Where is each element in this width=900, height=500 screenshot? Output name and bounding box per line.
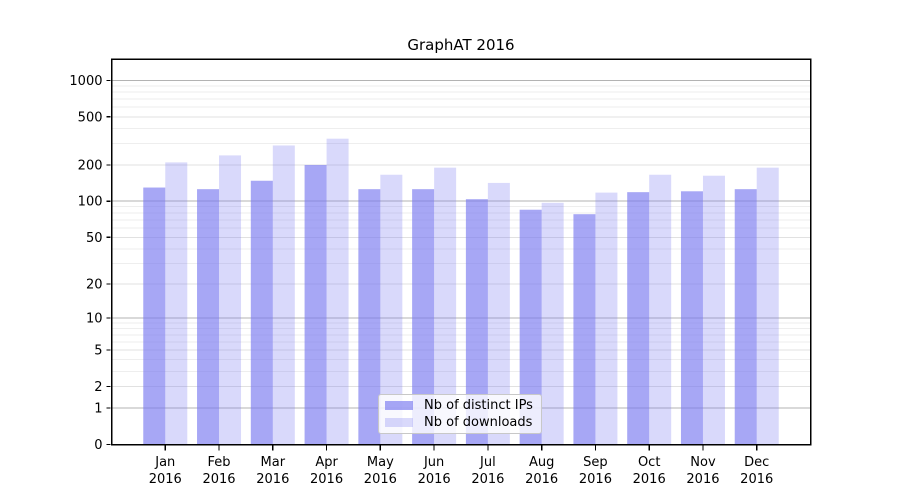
x-tick-label-year: 2016	[471, 472, 504, 487]
bar-downloads-jan	[165, 162, 188, 445]
legend-swatch-distinct-ips	[385, 401, 413, 410]
legend-label-distinct-ips: Nb of distinct IPs	[424, 398, 533, 413]
bar-downloads-mar	[272, 145, 295, 445]
y-tick-label: 2	[94, 380, 102, 395]
bar-distinct-ips-feb	[197, 189, 220, 445]
y-tick-label: 1	[94, 401, 102, 416]
y-tick-label: 0	[94, 438, 102, 453]
bar-downloads-jul	[487, 182, 510, 445]
legend-item-distinct-ips: Nb of distinct IPs	[385, 397, 541, 414]
bar-distinct-ips-apr	[304, 164, 327, 445]
x-tick-label-year: 2016	[525, 472, 558, 487]
x-tick-label-year: 2016	[579, 472, 612, 487]
plot-border	[110, 58, 812, 446]
bar-distinct-ips-jan	[143, 187, 166, 445]
y-tick-label: 200	[78, 158, 103, 173]
x-tick-label-month: Jan	[154, 455, 175, 470]
x-tick-label-year: 2016	[256, 472, 289, 487]
bar-distinct-ips-jun	[412, 189, 435, 445]
bar-distinct-ips-nov	[680, 191, 703, 445]
x-tick-label-month: Apr	[315, 455, 338, 470]
bar-downloads-apr	[326, 138, 349, 445]
x-tick-label-month: Jun	[423, 455, 444, 470]
legend-swatch-downloads	[385, 418, 413, 427]
bar-downloads-oct	[649, 174, 672, 445]
x-tick-label-year: 2016	[149, 472, 182, 487]
bar-distinct-ips-may	[358, 189, 381, 445]
y-tick-label: 10	[86, 312, 103, 327]
bar-downloads-sep	[595, 192, 618, 445]
legend-label-downloads: Nb of downloads	[424, 415, 533, 430]
bar-distinct-ips-sep	[573, 214, 596, 445]
x-tick-label-year: 2016	[740, 472, 773, 487]
y-tick-label: 20	[86, 278, 103, 293]
x-tick-label-month: Jul	[479, 455, 496, 470]
chart-title: GraphAT 2016	[407, 36, 515, 54]
bar-distinct-ips-aug	[519, 209, 542, 445]
x-tick-label-month: Nov	[690, 455, 716, 470]
x-tick-label-year: 2016	[202, 472, 235, 487]
x-tick-label-month: Feb	[208, 455, 231, 470]
bar-downloads-feb	[219, 155, 242, 445]
bar-distinct-ips-jul	[465, 199, 488, 445]
bar-distinct-ips-dec	[734, 189, 757, 445]
x-tick-label-month: Aug	[529, 455, 554, 470]
x-tick-label-year: 2016	[364, 472, 397, 487]
bar-downloads-aug	[541, 202, 564, 445]
legend: Nb of distinct IPs Nb of downloads	[378, 394, 542, 434]
y-tick-label: 1000	[69, 74, 102, 89]
bar-distinct-ips-mar	[250, 180, 273, 445]
bar-distinct-ips-oct	[627, 192, 650, 445]
y-tick-label: 100	[78, 195, 103, 210]
y-tick-label: 500	[78, 110, 103, 125]
x-tick-label-year: 2016	[686, 472, 719, 487]
x-tick-label-month: Oct	[638, 455, 660, 470]
bar-downloads-may	[380, 174, 403, 445]
bar-downloads-jun	[434, 167, 457, 445]
legend-item-downloads: Nb of downloads	[385, 414, 541, 431]
bar-downloads-nov	[702, 175, 725, 445]
x-tick-label-month: Mar	[261, 455, 286, 470]
x-tick-label-year: 2016	[310, 472, 343, 487]
x-tick-label-month: Dec	[744, 455, 769, 470]
x-tick-label-month: May	[367, 455, 394, 470]
bar-downloads-dec	[756, 167, 779, 445]
x-tick-label-month: Sep	[583, 455, 608, 470]
y-tick-label: 5	[94, 344, 102, 359]
y-tick-label: 50	[86, 231, 103, 246]
x-tick-label-year: 2016	[633, 472, 666, 487]
x-tick-label-year: 2016	[418, 472, 451, 487]
